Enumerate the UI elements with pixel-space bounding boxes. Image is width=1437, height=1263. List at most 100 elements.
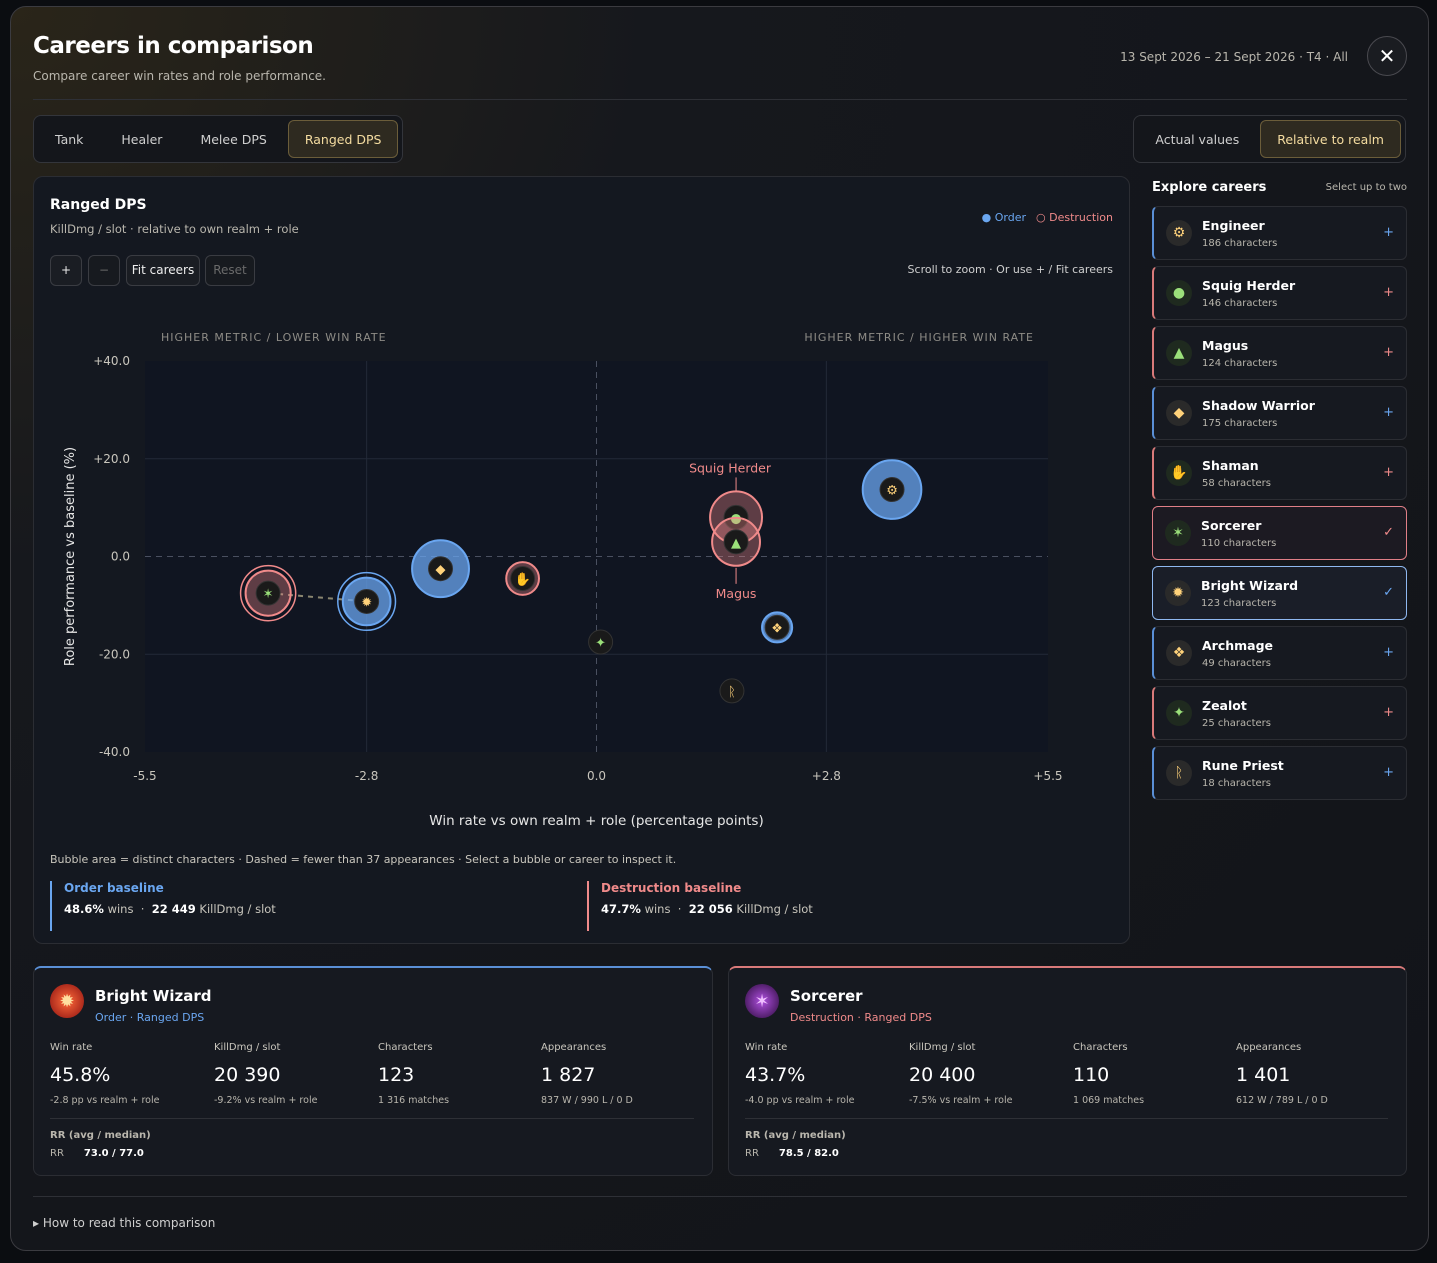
career-item-rune-priest[interactable]: ᚱ Rune Priest 18 characters + xyxy=(1152,746,1407,800)
card-career-sub: Order · Ranged DPS xyxy=(95,1011,205,1024)
career-count: 49 characters xyxy=(1202,657,1271,669)
tab-tank[interactable]: Tank xyxy=(55,132,84,147)
icon-disc xyxy=(255,580,281,606)
reset-button[interactable]: Reset xyxy=(205,255,255,286)
career-count: 58 characters xyxy=(1202,477,1271,489)
career-item-magus[interactable]: ▲ Magus 124 characters + xyxy=(1152,326,1407,380)
tab-ranged-dps[interactable]: Ranged DPS xyxy=(287,120,399,158)
divider xyxy=(33,99,1407,100)
add-career-button[interactable]: + xyxy=(1383,765,1394,780)
add-career-button[interactable]: + xyxy=(1383,285,1394,300)
destruction-baseline-wins-label: wins xyxy=(644,902,671,916)
tab-healer[interactable]: Healer xyxy=(121,132,163,147)
wings-icon: ❖ xyxy=(1166,640,1192,666)
zoom-in-button[interactable]: + xyxy=(50,255,82,286)
career-item-sorcerer[interactable]: ✶ Sorcerer 110 characters ✓ xyxy=(1152,506,1407,560)
add-career-button[interactable]: + xyxy=(1383,705,1394,720)
career-item-text: Engineer 186 characters xyxy=(1202,218,1277,249)
career-name: Magus xyxy=(1202,337,1249,353)
career-count: 18 characters xyxy=(1202,777,1271,789)
magus-icon: ▲ xyxy=(1166,340,1192,366)
rune-icon: ᚱ xyxy=(728,685,736,700)
y-tick-label: -20.0 xyxy=(99,647,130,661)
career-item-squig-herder[interactable]: ● Squig Herder 146 characters + xyxy=(1152,266,1407,320)
wrench-icon: ⚙ xyxy=(1166,220,1192,246)
selected-check-icon[interactable]: ✓ xyxy=(1383,525,1394,540)
stat-killdmg: KillDmg / slot 20 400 -7.5% vs realm + rol… xyxy=(909,1042,1013,1106)
order-baseline-title: Order baseline xyxy=(64,881,164,895)
career-item-shaman[interactable]: ✋ Shaman 58 characters + xyxy=(1152,446,1407,500)
zoom-out-button[interactable]: − xyxy=(88,255,120,286)
chart-title: Ranged DPS xyxy=(50,197,147,213)
mode-actual-values[interactable]: Actual values xyxy=(1155,132,1240,147)
card-career-name: Bright Wizard xyxy=(95,987,212,1005)
mode-relative-to-realm[interactable]: Relative to realm xyxy=(1260,120,1401,158)
add-career-button[interactable]: + xyxy=(1383,645,1394,660)
career-name: Shaman xyxy=(1202,457,1259,473)
chart-panel: Ranged DPS KillDmg / slot · relative to … xyxy=(33,176,1130,944)
hand-icon: ✋ xyxy=(1166,460,1192,486)
card-career-name: Sorcerer xyxy=(790,987,863,1005)
career-item-archmage[interactable]: ❖ Archmage 49 characters + xyxy=(1152,626,1407,680)
sorcerer-icon: ✶ xyxy=(745,984,779,1018)
comparison-modal: Careers in comparison Compare career win… xyxy=(10,6,1429,1251)
career-item-text: Rune Priest 18 characters xyxy=(1202,758,1284,789)
rr-label: RR (avg / median) xyxy=(745,1130,846,1141)
fit-careers-button[interactable]: Fit careers xyxy=(126,255,200,286)
career-item-zealot[interactable]: ✦ Zealot 25 characters + xyxy=(1152,686,1407,740)
how-to-read-toggle[interactable]: ▸ How to read this comparison xyxy=(33,1216,216,1230)
career-name: Sorcerer xyxy=(1201,517,1262,533)
hood-icon: ◆ xyxy=(436,563,446,578)
wings-icon: ❖ xyxy=(771,621,783,636)
add-career-button[interactable]: + xyxy=(1383,345,1394,360)
squig-herder-label: Squig Herder xyxy=(689,460,772,475)
explore-careers-panel: Explore careers Select up to two ⚙ Engine… xyxy=(1152,176,1407,806)
rr-value: RR 73.0 / 77.0 xyxy=(50,1148,144,1159)
scatter-plot[interactable]: -5.5 -2.8 0.0 +2.8 +5.5 +40.0 +20.0 0.0 -20.0 -40… xyxy=(34,177,1131,847)
y-tick-label: -40.0 xyxy=(99,745,130,759)
claw-icon: ✦ xyxy=(1166,700,1192,726)
career-name: Engineer xyxy=(1202,217,1265,233)
close-icon: ✕ xyxy=(1378,44,1396,68)
x-tick-label: +2.8 xyxy=(812,769,841,783)
value-mode-toggle: Actual values Relative to realm xyxy=(1133,115,1406,163)
selected-check-icon[interactable]: ✓ xyxy=(1383,585,1394,600)
stat-characters: Characters 110 1 069 matches xyxy=(1073,1042,1145,1106)
career-item-text: Archmage 49 characters xyxy=(1202,638,1273,669)
order-baseline-killdmg: 22 449 xyxy=(151,902,196,916)
stat-win-rate: Win rate 43.7% -4.0 pp vs realm + role xyxy=(745,1042,855,1106)
icon-disc xyxy=(428,556,454,582)
add-career-button[interactable]: + xyxy=(1383,405,1394,420)
divider xyxy=(50,1118,694,1119)
close-button[interactable]: ✕ xyxy=(1367,36,1407,76)
add-career-button[interactable]: + xyxy=(1383,225,1394,240)
career-item-shadow-warrior[interactable]: ◆ Shadow Warrior 175 characters + xyxy=(1152,386,1407,440)
divider xyxy=(745,1118,1388,1119)
icon-disc xyxy=(723,529,749,555)
legend-order: ● Order xyxy=(981,211,1026,224)
flame-icon: ✹ xyxy=(50,984,84,1018)
stat-appearances: Appearances 1 401 612 W / 789 L / 0 D xyxy=(1236,1042,1328,1106)
quadrant-label-top-left: HIGHER METRIC / LOWER WIN RATE xyxy=(161,331,387,344)
career-item-bright-wizard[interactable]: ✹ Bright Wizard 123 characters ✓ xyxy=(1152,566,1407,620)
explore-hint: Select up to two xyxy=(1325,181,1407,193)
rune-icon: ᚱ xyxy=(1166,760,1192,786)
x-tick-label: -5.5 xyxy=(133,769,156,783)
x-tick-label: 0.0 xyxy=(587,769,606,783)
hood-icon: ◆ xyxy=(1166,400,1192,426)
x-axis-label: Win rate vs own realm + role (percentage… xyxy=(429,813,763,829)
explore-header: Explore careers Select up to two xyxy=(1152,176,1407,198)
stat-characters: Characters 123 1 316 matches xyxy=(378,1042,450,1106)
career-item-engineer[interactable]: ⚙ Engineer 186 characters + xyxy=(1152,206,1407,260)
y-tick-label: 0.0 xyxy=(111,550,130,564)
career-count: 25 characters xyxy=(1202,717,1271,729)
magus-icon: ▲ xyxy=(731,536,741,551)
add-career-button[interactable]: + xyxy=(1383,465,1394,480)
icon-disc xyxy=(588,629,614,655)
career-card-bright-wizard: ✹ Bright Wizard Order · Ranged DPS Win r… xyxy=(33,966,713,1176)
career-item-text: Bright Wizard 123 characters xyxy=(1201,578,1298,609)
destruction-baseline: Destruction baseline 47.7% wins · 22 056… xyxy=(587,881,1107,931)
tab-melee-dps[interactable]: Melee DPS xyxy=(200,132,267,147)
career-count: 186 characters xyxy=(1202,237,1278,249)
order-baseline-values: 48.6% wins · 22 449 KillDmg / slot xyxy=(64,902,570,916)
